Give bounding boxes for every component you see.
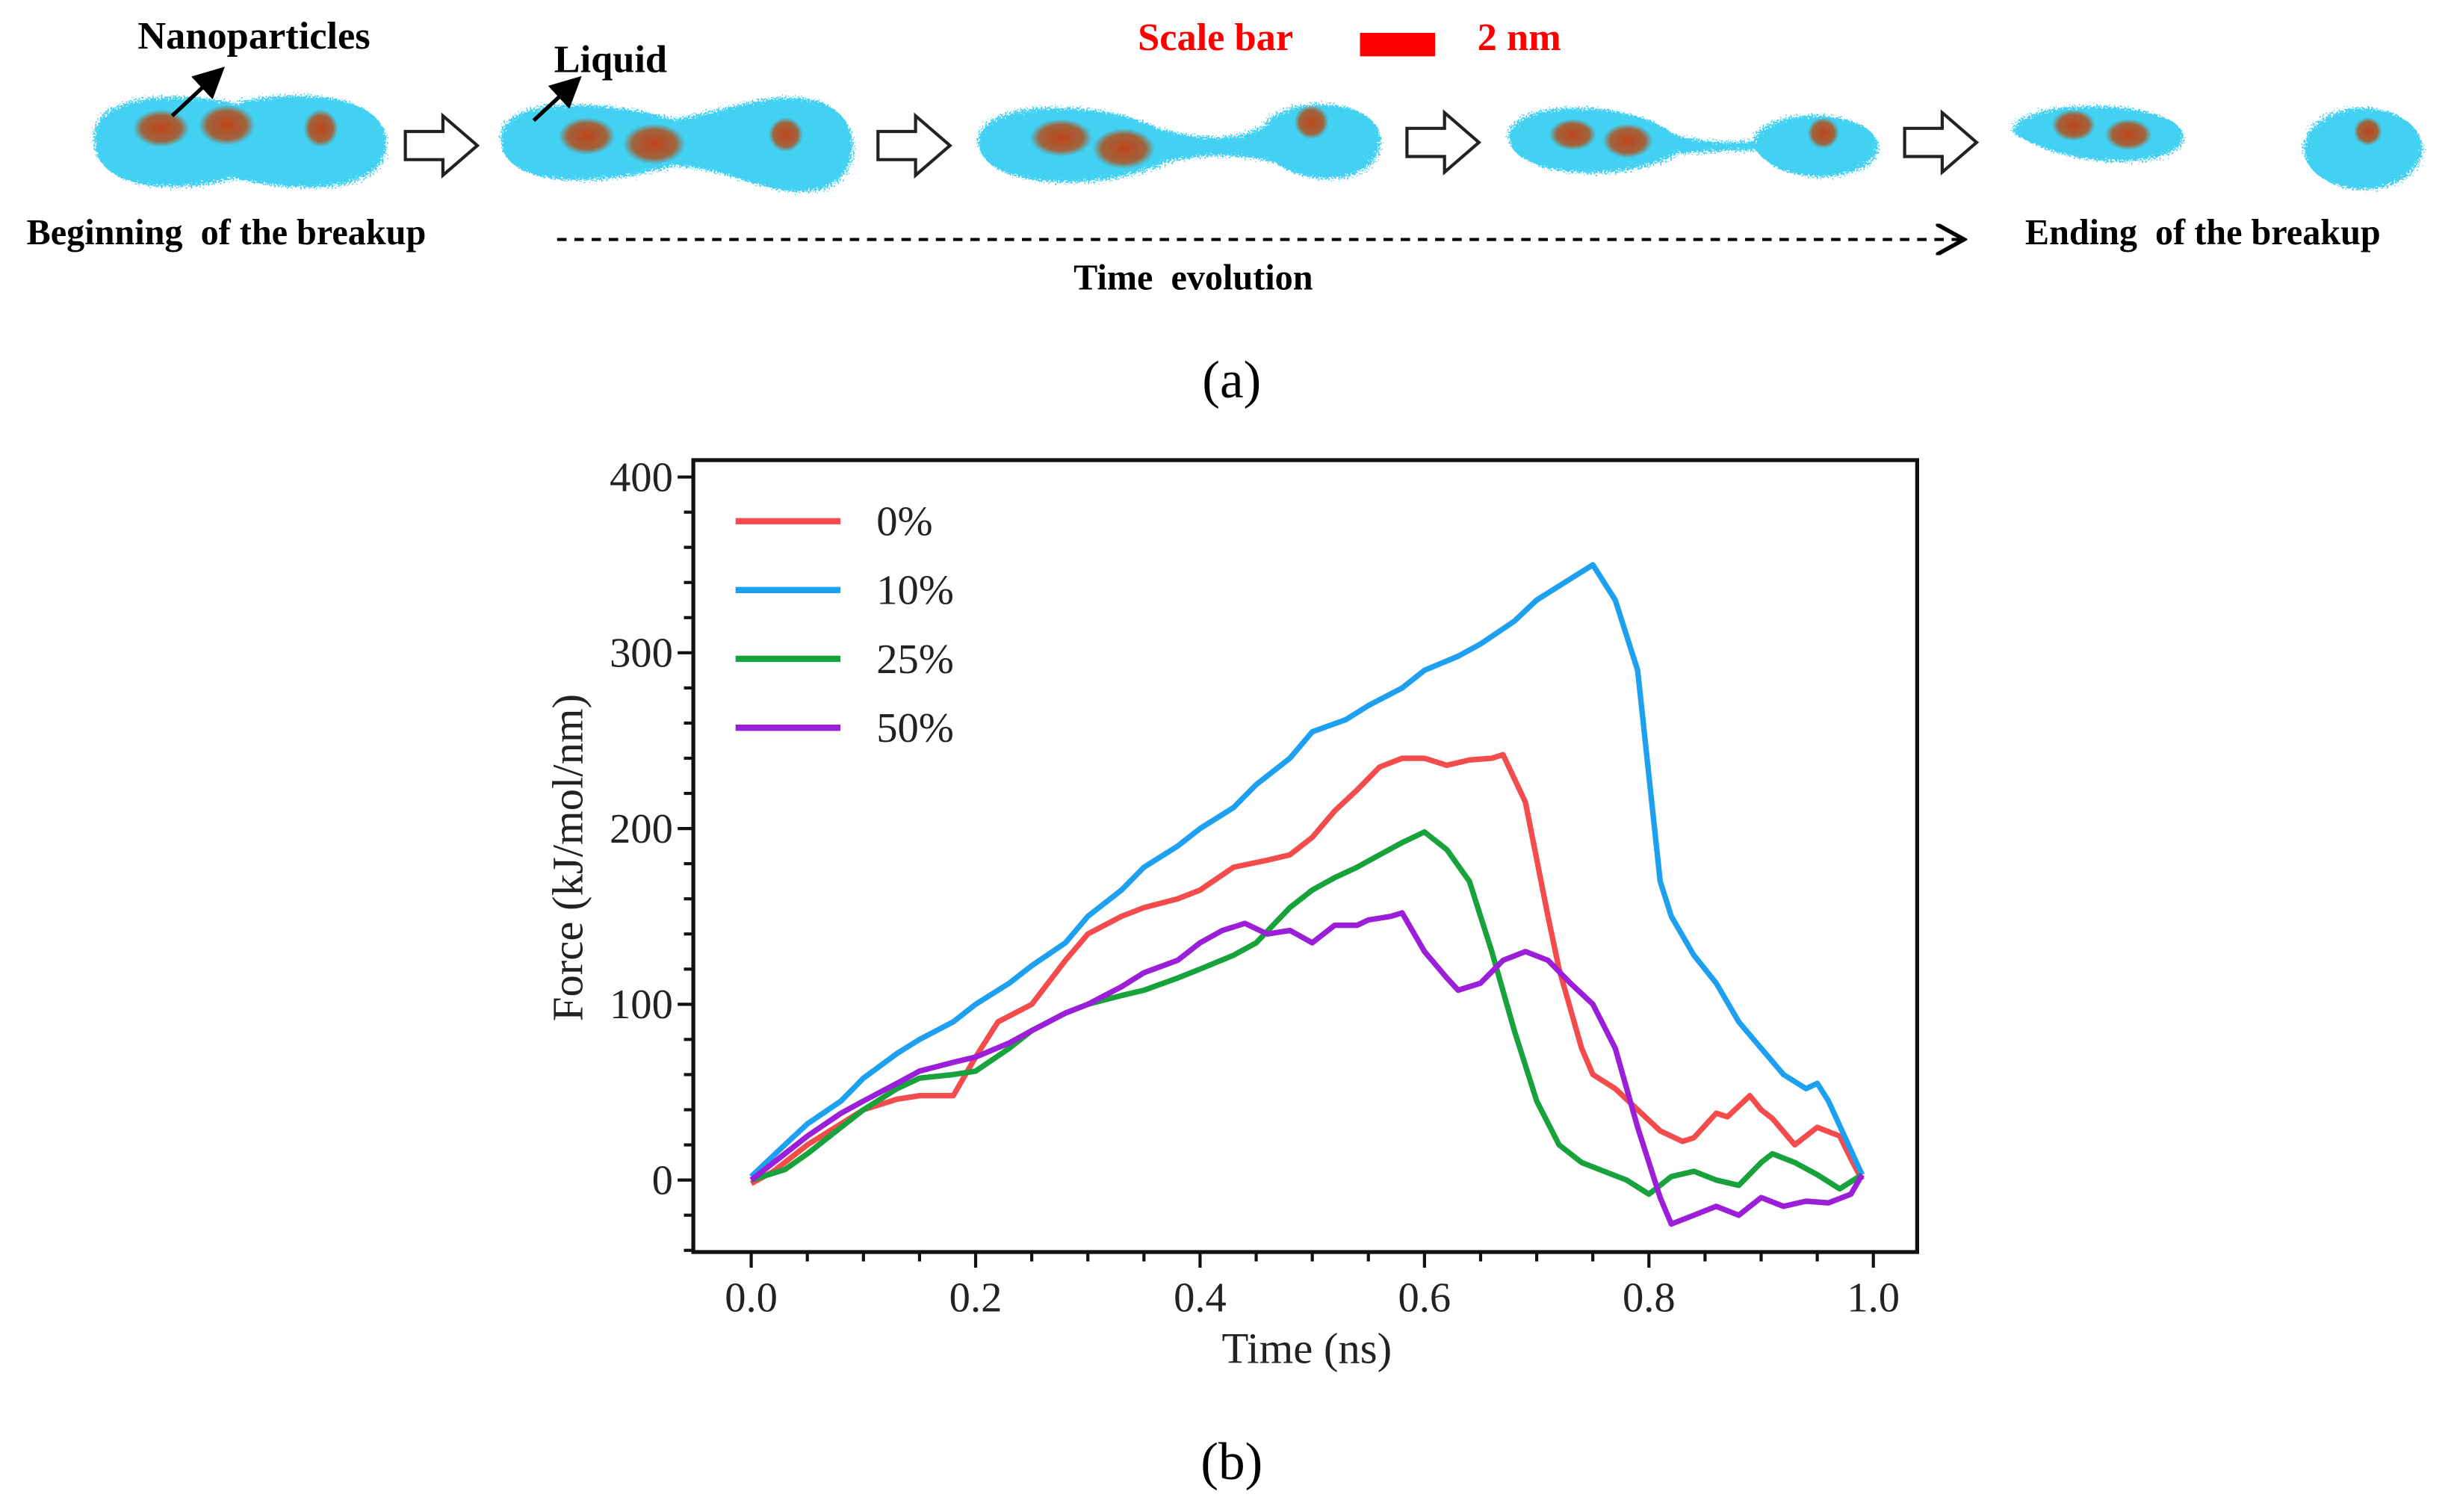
y-tick-label: 400: [610, 454, 673, 501]
arrow-icon: [1405, 109, 1481, 176]
time-evolution-label: Time evolution: [1073, 258, 1313, 298]
series-line-25pct: [750, 829, 1864, 1197]
scale-bar: [1360, 32, 1436, 57]
step-arrows: [403, 109, 1980, 179]
y-axis-label: Force (kJ/mol/nm): [543, 694, 592, 1021]
legend-label: 25%: [876, 636, 954, 683]
x-tick-label: 0.6: [1398, 1275, 1451, 1322]
nanoparticles-pointer: [170, 66, 225, 117]
legend-label: 10%: [876, 568, 954, 614]
ending-label: Ending of the breakup: [2024, 212, 2381, 252]
x-axis-label: Time (ns): [1222, 1324, 1392, 1373]
scale-bar-label: Scale bar: [1138, 17, 1294, 60]
series-line-10pct: [749, 562, 1865, 1179]
panel-b-label: (b): [1200, 1434, 1263, 1492]
x-tick-label: 0.8: [1623, 1275, 1676, 1322]
legend-label: 0%: [876, 498, 932, 545]
series-line-0pct: [749, 752, 1865, 1186]
panel-a-illustration: [93, 32, 2423, 344]
y-tick-label: 300: [610, 630, 673, 677]
series-line-50pct: [749, 910, 1865, 1227]
arrow-icon: [403, 112, 480, 179]
panel-a-label: (a): [1202, 352, 1262, 410]
x-tick-label: 0.4: [1174, 1275, 1227, 1322]
x-tick-label: 0.0: [725, 1275, 778, 1322]
nanoparticles: [133, 105, 2382, 170]
y-tick-label: 200: [610, 806, 673, 852]
x-tick-label: 0.2: [949, 1275, 1003, 1322]
liquid-pointer: [532, 75, 582, 123]
nanoparticles-label: Nanoparticles: [137, 15, 371, 58]
arrow-icon: [1903, 109, 1980, 176]
plot-frame: [691, 458, 1919, 1254]
scale-bar-value: 2 nm: [1477, 17, 1561, 60]
y-tick-label: 0: [652, 1157, 673, 1203]
y-tick-label: 100: [610, 982, 673, 1028]
arrow-icon: [876, 112, 952, 179]
legend-label: 50%: [876, 705, 954, 752]
x-tick-label: 1.0: [1847, 1275, 1900, 1322]
liquid-label: Liquid: [554, 39, 668, 81]
beginning-label: Beginning of the breakup: [26, 212, 427, 252]
